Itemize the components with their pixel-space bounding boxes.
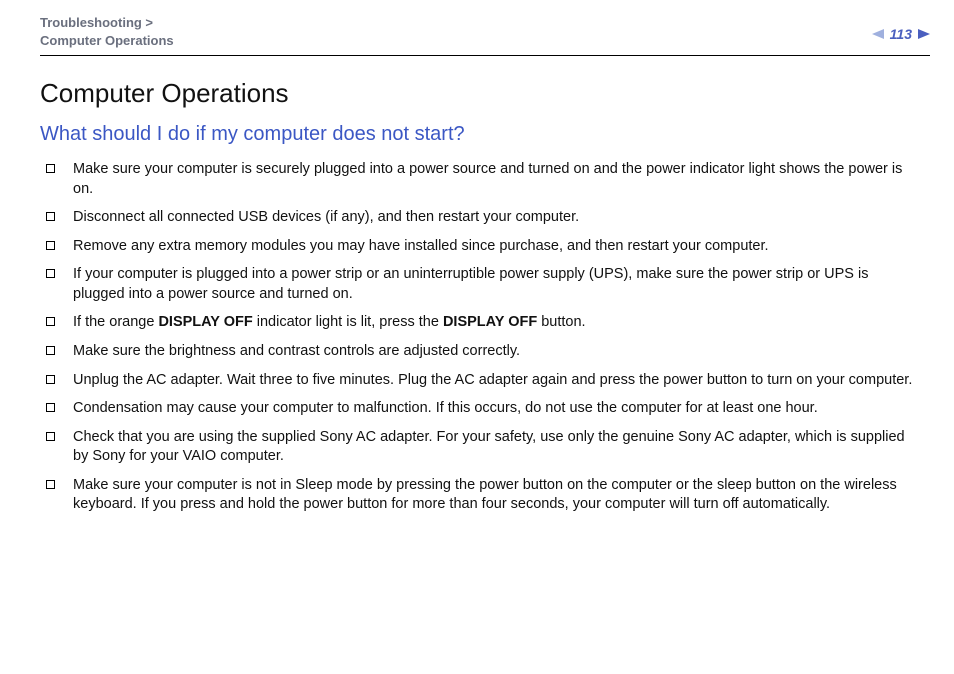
page-header: Troubleshooting > Computer Operations 11… [40, 14, 930, 55]
header-divider [40, 55, 930, 56]
list-item: Condensation may cause your computer to … [40, 399, 920, 419]
list-item-text: Make sure the brightness and contrast co… [73, 342, 920, 362]
bullet-icon [46, 375, 55, 384]
bullet-icon [46, 403, 55, 412]
prev-page-arrow-icon[interactable] [872, 29, 884, 39]
list-item: Remove any extra memory modules you may … [40, 237, 920, 257]
list-item-text: Make sure your computer is not in Sleep … [73, 476, 920, 515]
next-page-arrow-icon[interactable] [918, 29, 930, 39]
list-item-text: Check that you are using the supplied So… [73, 428, 920, 467]
list-item-text: Condensation may cause your computer to … [73, 399, 920, 419]
page-title: Computer Operations [40, 78, 920, 109]
bullet-icon [46, 269, 55, 278]
section-subtitle: What should I do if my computer does not… [40, 123, 920, 146]
breadcrumb-line2: Computer Operations [40, 32, 174, 50]
breadcrumb: Troubleshooting > Computer Operations [40, 14, 174, 49]
bullet-icon [46, 164, 55, 173]
bullet-icon [46, 212, 55, 221]
bullet-icon [46, 480, 55, 489]
list-item: Disconnect all connected USB devices (if… [40, 208, 920, 228]
list-item: If the orange DISPLAY OFF indicator ligh… [40, 313, 920, 333]
document-page: Troubleshooting > Computer Operations 11… [0, 0, 954, 674]
bullet-icon [46, 346, 55, 355]
bullet-icon [46, 432, 55, 441]
list-item: If your computer is plugged into a power… [40, 265, 920, 304]
list-item-text: If the orange DISPLAY OFF indicator ligh… [73, 313, 920, 333]
list-item-text: Make sure your computer is securely plug… [73, 160, 920, 199]
page-number: 113 [890, 26, 912, 42]
content-area: Computer Operations What should I do if … [40, 78, 930, 515]
list-item: Make sure the brightness and contrast co… [40, 342, 920, 362]
bullet-list: Make sure your computer is securely plug… [40, 160, 920, 515]
bullet-icon [46, 241, 55, 250]
list-item-text: Remove any extra memory modules you may … [73, 237, 920, 257]
list-item: Make sure your computer is not in Sleep … [40, 476, 920, 515]
list-item: Unplug the AC adapter. Wait three to fiv… [40, 371, 920, 391]
list-item: Make sure your computer is securely plug… [40, 160, 920, 199]
list-item-text: Disconnect all connected USB devices (if… [73, 208, 920, 228]
list-item: Check that you are using the supplied So… [40, 428, 920, 467]
breadcrumb-line1: Troubleshooting > [40, 14, 174, 32]
list-item-text: Unplug the AC adapter. Wait three to fiv… [73, 371, 920, 391]
bullet-icon [46, 317, 55, 326]
page-nav: 113 [872, 26, 930, 42]
list-item-text: If your computer is plugged into a power… [73, 265, 920, 304]
